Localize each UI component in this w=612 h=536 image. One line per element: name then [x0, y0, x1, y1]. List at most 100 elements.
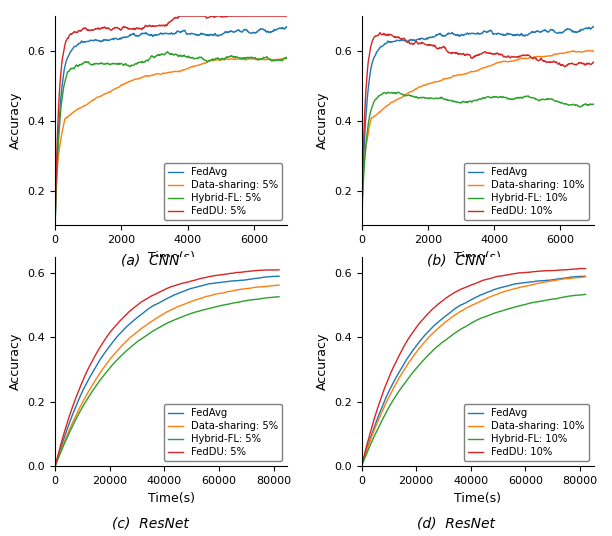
Line: Data-sharing: 5%: Data-sharing: 5%: [55, 58, 287, 226]
FedDU: 10%: (7e+03, 0.568): 10%: (7e+03, 0.568): [590, 59, 597, 65]
FedDU: 10%: (5.28e+03, 0.575): 10%: (5.28e+03, 0.575): [533, 56, 540, 63]
Hybrid-FL: 5%: (7e+03, 0.581): 5%: (7e+03, 0.581): [283, 54, 291, 61]
Y-axis label: Accuracy: Accuracy: [9, 333, 22, 390]
Legend: FedAvg, Data-sharing: 5%, Hybrid-FL: 5%, FedDU: 5%: FedAvg, Data-sharing: 5%, Hybrid-FL: 5%,…: [164, 404, 282, 461]
Data-sharing: 10%: (5.03e+03, 0.12): 10%: (5.03e+03, 0.12): [371, 425, 379, 431]
Data-sharing: 10%: (5.27e+03, 0.584): 10%: (5.27e+03, 0.584): [532, 54, 540, 60]
Data-sharing: 5%: (3.17e+03, 0.534): 5%: (3.17e+03, 0.534): [157, 71, 164, 77]
Hybrid-FL: 10%: (6.22e+04, 0.507): 10%: (6.22e+04, 0.507): [528, 300, 535, 306]
Hybrid-FL: 5%: (5.28e+03, 0.585): 5%: (5.28e+03, 0.585): [226, 53, 234, 59]
Data-sharing: 5%: (4.13e+03, 0.555): 5%: (4.13e+03, 0.555): [188, 63, 196, 70]
FedDU: 10%: (0, 0.1): 10%: (0, 0.1): [358, 222, 365, 229]
Data-sharing: 5%: (4.98e+04, 0.511): 5%: (4.98e+04, 0.511): [187, 299, 195, 305]
Hybrid-FL: 10%: (8.2e+04, 0.534): 10%: (8.2e+04, 0.534): [582, 291, 589, 297]
Hybrid-FL: 10%: (0, 0): 10%: (0, 0): [358, 463, 365, 470]
FedAvg: [275, 273, 282, 279]
FedDU: 5%: (7.06e+04, 0.605): 5%: (7.06e+04, 0.605): [244, 269, 252, 275]
FedDU: 10%: (0, 0): 10%: (0, 0): [358, 463, 365, 470]
Data-sharing: 10%: (4.76e+04, 0.528): 10%: (4.76e+04, 0.528): [488, 293, 495, 300]
FedDU: 10%: (7.06e+04, 0.608): 10%: (7.06e+04, 0.608): [551, 267, 558, 274]
FedAvg: [244, 277, 252, 283]
Hybrid-FL: 5%: (7.06e+04, 0.515): 5%: (7.06e+04, 0.515): [244, 297, 252, 303]
FedAvg: [513, 32, 520, 38]
Hybrid-FL: 5%: (4.76e+04, 0.468): 5%: (4.76e+04, 0.468): [182, 312, 189, 319]
Hybrid-FL: 10%: (1.25e+03, 0.476): 10%: (1.25e+03, 0.476): [399, 91, 406, 98]
Data-sharing: 10%: (6.85e+03, 0.602): 10%: (6.85e+03, 0.602): [585, 47, 592, 54]
FedAvg: [65, 421, 72, 428]
FedDU: 10%: (4.69e+03, 0.584): 10%: (4.69e+03, 0.584): [513, 54, 521, 60]
Data-sharing: 10%: (3.17e+03, 0.536): 10%: (3.17e+03, 0.536): [463, 70, 470, 77]
Hybrid-FL: 10%: (0, 0.1): 10%: (0, 0.1): [358, 222, 365, 229]
Data-sharing: 10%: (8.18e+04, 0.588): 10%: (8.18e+04, 0.588): [581, 273, 589, 280]
Text: (c)  ResNet: (c) ResNet: [111, 517, 188, 531]
FedAvg: [157, 31, 164, 37]
FedAvg: [417, 35, 425, 41]
Hybrid-FL: 10%: (1.81e+03, 0.468): 10%: (1.81e+03, 0.468): [418, 94, 425, 100]
Hybrid-FL: 5%: (0, 0): 5%: (0, 0): [51, 463, 59, 470]
FedAvg: [463, 31, 470, 37]
Data-sharing: 10%: (0, 0): 10%: (0, 0): [358, 463, 365, 470]
Hybrid-FL: 10%: (7e+03, 0.447): 10%: (7e+03, 0.447): [590, 101, 597, 108]
FedDU: 10%: (6.22e+04, 0.604): 10%: (6.22e+04, 0.604): [528, 269, 535, 275]
Legend: FedAvg, Data-sharing: 5%, Hybrid-FL: 5%, FedDU: 5%: FedAvg, Data-sharing: 5%, Hybrid-FL: 5%,…: [164, 163, 282, 220]
FedDU: 5%: (7e+03, 0.7): 5%: (7e+03, 0.7): [283, 13, 291, 19]
FedDU: 5%: (0, 0.1): 5%: (0, 0.1): [51, 222, 59, 229]
Hybrid-FL: 10%: (5.28e+03, 0.462): 10%: (5.28e+03, 0.462): [533, 96, 540, 102]
Hybrid-FL: 5%: (5.22e+04, 0.481): 5%: (5.22e+04, 0.481): [194, 308, 201, 315]
FedAvg: [488, 287, 495, 294]
Hybrid-FL: 5%: (6.22e+04, 0.501): 5%: (6.22e+04, 0.501): [222, 302, 229, 308]
FedDU: 5%: (5.22e+04, 0.581): 5%: (5.22e+04, 0.581): [194, 276, 201, 282]
FedAvg: [532, 28, 540, 35]
Data-sharing: 10%: (6.22e+04, 0.563): 10%: (6.22e+04, 0.563): [528, 282, 535, 288]
FedDU: 10%: (8.04e+04, 0.614): 10%: (8.04e+04, 0.614): [577, 265, 584, 272]
Line: Data-sharing: 10%: Data-sharing: 10%: [362, 50, 594, 226]
Data-sharing: 10%: (1.8e+03, 0.498): 10%: (1.8e+03, 0.498): [417, 84, 425, 90]
Hybrid-FL: 5%: (3.17e+03, 0.588): 5%: (3.17e+03, 0.588): [157, 52, 164, 58]
Hybrid-FL: 5%: (5.03e+03, 0.101): 5%: (5.03e+03, 0.101): [65, 430, 72, 437]
Hybrid-FL: 10%: (4.69e+03, 0.465): 10%: (4.69e+03, 0.465): [513, 95, 521, 101]
FedAvg: [358, 222, 365, 229]
Data-sharing: 5%: (8.2e+04, 0.563): 5%: (8.2e+04, 0.563): [275, 282, 283, 288]
Line: Hybrid-FL: 5%: Hybrid-FL: 5%: [55, 51, 287, 226]
Y-axis label: Accuracy: Accuracy: [315, 333, 329, 390]
Line: FedAvg: FedAvg: [362, 276, 586, 466]
Y-axis label: Accuracy: Accuracy: [315, 92, 329, 150]
Hybrid-FL: 5%: (1.8e+03, 0.563): 5%: (1.8e+03, 0.563): [111, 61, 119, 67]
FedAvg: [551, 277, 558, 283]
Hybrid-FL: 10%: (5.22e+04, 0.485): 10%: (5.22e+04, 0.485): [501, 307, 508, 314]
FedDU: 5%: (6.22e+04, 0.596): 5%: (6.22e+04, 0.596): [222, 271, 229, 278]
FedDU: 5%: (5.28e+03, 0.7): 5%: (5.28e+03, 0.7): [226, 13, 234, 19]
FedDU: 10%: (1.25e+03, 0.636): 10%: (1.25e+03, 0.636): [399, 35, 406, 42]
Data-sharing: 10%: (5.22e+04, 0.542): 10%: (5.22e+04, 0.542): [501, 288, 508, 295]
Data-sharing: 10%: (4.67e+03, 0.574): 10%: (4.67e+03, 0.574): [513, 57, 520, 63]
X-axis label: Time(s): Time(s): [147, 492, 195, 504]
FedAvg: [51, 463, 59, 470]
FedAvg: [111, 35, 119, 41]
Line: FedDU: 5%: FedDU: 5%: [55, 270, 279, 466]
FedDU: 5%: (4.76e+04, 0.57): 5%: (4.76e+04, 0.57): [182, 279, 189, 286]
Data-sharing: 5%: (7.06e+04, 0.552): 5%: (7.06e+04, 0.552): [244, 285, 252, 292]
FedDU: 10%: (1.81e+03, 0.622): 10%: (1.81e+03, 0.622): [418, 40, 425, 47]
Hybrid-FL: 5%: (1.24e+03, 0.564): 5%: (1.24e+03, 0.564): [92, 61, 100, 67]
FedAvg: [283, 23, 291, 29]
Y-axis label: Accuracy: Accuracy: [9, 92, 22, 150]
Text: (a)  CNN: (a) CNN: [121, 254, 179, 268]
FedAvg: [581, 273, 588, 279]
Hybrid-FL: 5%: (8.2e+04, 0.526): 5%: (8.2e+04, 0.526): [275, 294, 283, 300]
FedAvg: [358, 463, 365, 470]
FedAvg: [582, 273, 589, 279]
FedDU: 5%: (4.69e+03, 0.698): 5%: (4.69e+03, 0.698): [207, 13, 214, 20]
Hybrid-FL: 10%: (4.98e+04, 0.479): 10%: (4.98e+04, 0.479): [494, 309, 501, 315]
FedDU: 5%: (4.14e+03, 0.7): 5%: (4.14e+03, 0.7): [188, 13, 196, 19]
Line: Hybrid-FL: 10%: Hybrid-FL: 10%: [362, 294, 586, 466]
Data-sharing: 10%: (7.06e+04, 0.577): 10%: (7.06e+04, 0.577): [551, 277, 558, 284]
FedAvg: [226, 28, 234, 35]
FedDU: 10%: (3.18e+03, 0.59): 10%: (3.18e+03, 0.59): [463, 51, 471, 58]
FedAvg: [206, 32, 214, 38]
FedAvg: [182, 287, 189, 294]
Data-sharing: 10%: (0, 0.1): 10%: (0, 0.1): [358, 222, 365, 229]
Line: FedAvg: FedAvg: [362, 26, 594, 226]
Data-sharing: 5%: (0, 0): 5%: (0, 0): [51, 463, 59, 470]
Hybrid-FL: 10%: (3.18e+03, 0.454): 10%: (3.18e+03, 0.454): [463, 99, 471, 105]
FedDU: 5%: (4.98e+04, 0.575): 5%: (4.98e+04, 0.575): [187, 278, 195, 284]
